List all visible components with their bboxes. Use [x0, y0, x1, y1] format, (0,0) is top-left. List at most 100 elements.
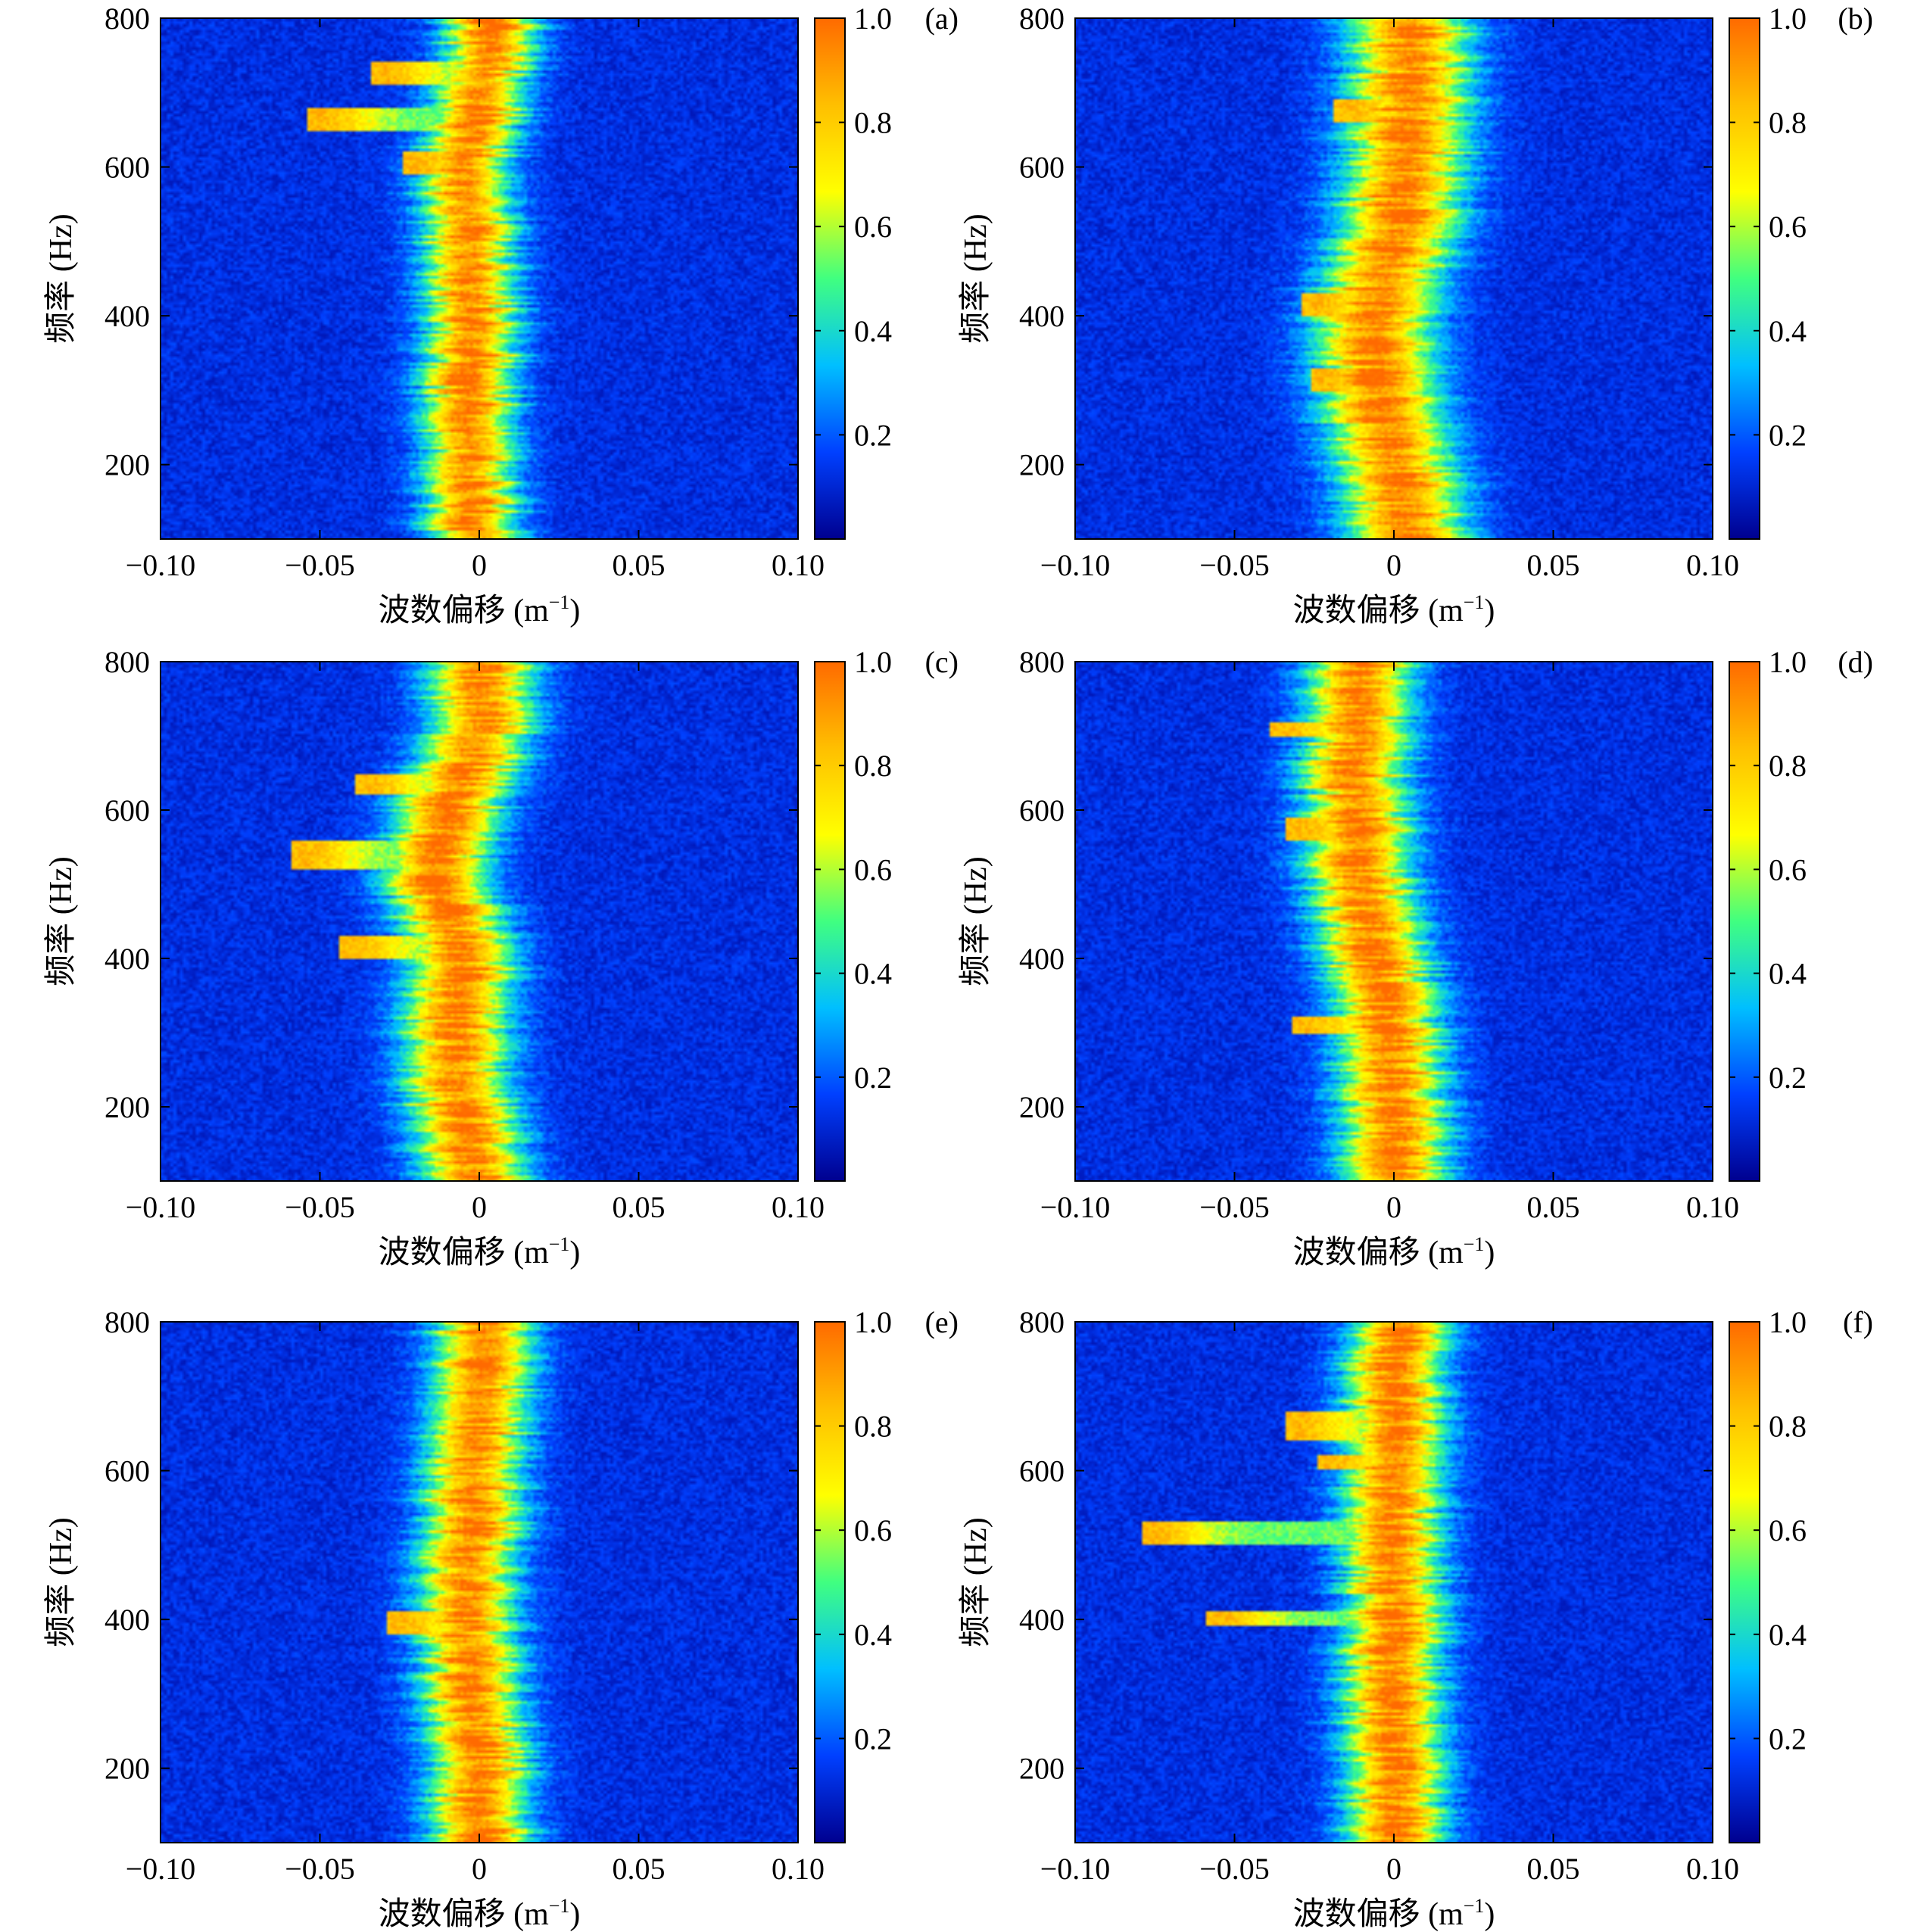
- panel-a: −0.10 −0.05 0 0.05 0.10 200 400 600 800 波数偏移 (m−1…: [43, 2, 959, 628]
- y-axis-label: 频率 (Hz): [43, 1517, 79, 1647]
- colorbar-tick-label: 1.0: [854, 2, 892, 36]
- x-tick-label: 0.05: [1527, 1190, 1580, 1224]
- y-tick-label: 200: [104, 448, 150, 482]
- colorbar-tick-label: 0.2: [1769, 418, 1807, 452]
- panel-b: −0.10 −0.05 0 0.05 0.10 200 400 600 800 波数偏移 (m−1…: [958, 2, 1873, 628]
- y-tick-label: 400: [1019, 942, 1065, 976]
- x-tick-label: 0.10: [772, 1190, 825, 1224]
- colorbar-tick-label: 0.2: [854, 418, 892, 452]
- y-axis-label: 频率 (Hz): [43, 213, 79, 343]
- y-tick-label: 400: [1019, 299, 1065, 333]
- x-axis-label: 波数偏移 (m−1): [379, 1895, 581, 1932]
- y-tick-label: 200: [1019, 448, 1065, 482]
- panel-d: −0.10 −0.05 0 0.05 0.10 200 400 600 800 波数偏移 (m−1…: [958, 645, 1873, 1270]
- panel-e: −0.10 −0.05 0 0.05 0.10 200 400 600 800 波数偏移 (m−1…: [43, 1305, 959, 1932]
- panel-label: (e): [925, 1305, 959, 1339]
- panel-label: (d): [1838, 645, 1873, 679]
- x-tick-label: −0.05: [1199, 1852, 1270, 1886]
- x-tick-label: −0.10: [1040, 1190, 1111, 1224]
- colorbar-tick-label: 1.0: [854, 645, 892, 679]
- colorbar-tick-label: 0.8: [854, 106, 892, 140]
- x-tick-label: −0.10: [1040, 548, 1111, 582]
- colorbar-tick-label: 0.4: [1769, 1618, 1807, 1652]
- y-tick-label: 400: [104, 299, 150, 333]
- y-tick-label: 400: [104, 942, 150, 976]
- x-tick-label: 0.05: [613, 1852, 666, 1886]
- x-tick-label: −0.05: [285, 1852, 355, 1886]
- heatmap-image: [161, 1322, 798, 1843]
- colorbar-tick-label: 0.4: [854, 957, 892, 991]
- x-tick-label: 0.10: [1686, 1190, 1739, 1224]
- x-tick-label: −0.10: [1040, 1852, 1111, 1886]
- y-tick-label: 800: [104, 645, 150, 679]
- colorbar: [814, 661, 846, 1182]
- x-tick-label: −0.10: [126, 1190, 196, 1224]
- colorbar-tick-label: 0.4: [854, 1618, 892, 1652]
- x-tick-label: −0.05: [1199, 1190, 1270, 1224]
- x-tick-label: 0.10: [772, 1852, 825, 1886]
- panel-label: (b): [1838, 2, 1873, 36]
- colorbar-tick-label: 1.0: [854, 1305, 892, 1339]
- y-tick-label: 800: [1019, 2, 1065, 36]
- y-tick-label: 200: [104, 1090, 150, 1124]
- y-tick-label: 400: [104, 1603, 150, 1637]
- x-tick-label: 0.10: [772, 548, 825, 582]
- x-tick-label: −0.10: [126, 548, 196, 582]
- colorbar-tick-label: 0.2: [1769, 1061, 1807, 1095]
- colorbar-tick-label: 0.4: [1769, 957, 1807, 991]
- heatmap-image: [1075, 18, 1713, 539]
- y-tick-label: 800: [1019, 1305, 1065, 1339]
- x-axis-label: 波数偏移 (m−1): [1293, 591, 1495, 628]
- y-tick-label: 200: [104, 1752, 150, 1786]
- y-tick-label: 600: [104, 793, 150, 827]
- colorbar-tick-label: 0.6: [854, 210, 892, 244]
- colorbar-tick-label: 0.4: [854, 314, 892, 348]
- colorbar-tick-label: 0.8: [1769, 1410, 1807, 1444]
- colorbar: [1729, 661, 1760, 1182]
- colorbar-tick-label: 0.6: [1769, 852, 1807, 887]
- heatmap-image: [1075, 662, 1713, 1181]
- y-tick-label: 200: [1019, 1752, 1065, 1786]
- y-tick-label: 600: [104, 1454, 150, 1488]
- y-tick-label: 800: [104, 1305, 150, 1339]
- y-axis-label: 频率 (Hz): [958, 856, 993, 986]
- colorbar-tick-label: 0.8: [854, 749, 892, 783]
- x-axis-label: 波数偏移 (m−1): [1293, 1233, 1495, 1270]
- x-tick-label: 0.05: [1527, 1852, 1580, 1886]
- panel-label: (c): [925, 645, 959, 679]
- colorbar-tick-label: 0.8: [1769, 106, 1807, 140]
- colorbar-tick-label: 0.2: [854, 1061, 892, 1095]
- y-tick-label: 400: [1019, 1603, 1065, 1637]
- panel-c: −0.10 −0.05 0 0.05 0.10 200 400 600 800 波数偏移 (m−1…: [43, 645, 959, 1270]
- colorbar-tick-label: 0.6: [1769, 210, 1807, 244]
- x-tick-label: −0.05: [285, 1190, 355, 1224]
- colorbar-tick-label: 1.0: [1769, 645, 1807, 679]
- colorbar: [814, 17, 846, 540]
- colorbar-tick-label: 0.2: [854, 1722, 892, 1756]
- colorbar-tick-label: 0.6: [854, 852, 892, 887]
- panel-label: (f): [1843, 1305, 1873, 1339]
- y-tick-label: 600: [1019, 1454, 1065, 1488]
- x-axis-label: 波数偏移 (m−1): [379, 1233, 581, 1270]
- heatmap-image: [161, 18, 798, 539]
- x-axis-label: 波数偏移 (m−1): [1293, 1895, 1495, 1932]
- colorbar-tick-label: 0.4: [1769, 314, 1807, 348]
- colorbar: [1729, 1321, 1760, 1843]
- colorbar-tick-label: 1.0: [1769, 2, 1807, 36]
- colorbar-tick-label: 0.6: [854, 1513, 892, 1547]
- y-tick-label: 800: [1019, 645, 1065, 679]
- panel-f: −0.10 −0.05 0 0.05 0.10 200 400 600 800 波数偏移 (m−1…: [958, 1305, 1873, 1932]
- x-axis-label: 波数偏移 (m−1): [379, 591, 581, 628]
- panel-label: (a): [925, 2, 959, 36]
- x-tick-label: 0: [472, 1852, 487, 1886]
- colorbar-tick-label: 0.6: [1769, 1513, 1807, 1547]
- y-axis-label: 频率 (Hz): [958, 213, 993, 343]
- y-tick-label: 200: [1019, 1090, 1065, 1124]
- x-tick-label: 0.05: [613, 548, 666, 582]
- x-tick-label: 0: [472, 548, 487, 582]
- y-tick-label: 600: [1019, 793, 1065, 827]
- heatmap-image: [161, 662, 798, 1181]
- x-tick-label: 0: [1386, 1852, 1401, 1886]
- x-tick-label: 0: [1386, 1190, 1401, 1224]
